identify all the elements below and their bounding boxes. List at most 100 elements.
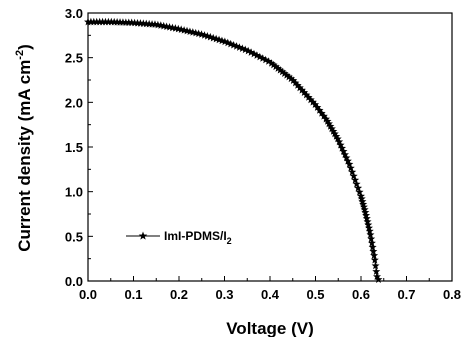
x-tick-label: 0.6 [352, 287, 370, 302]
x-tick-label: 0.2 [170, 287, 188, 302]
legend-series-subscript: 2 [227, 236, 232, 246]
data-point-star [95, 17, 104, 26]
data-point-star [300, 88, 309, 96]
data-point-star [324, 119, 333, 128]
y-tick-label: 0.5 [65, 229, 83, 244]
data-point-star [351, 175, 360, 184]
data-point-star [355, 187, 364, 196]
series-layer [84, 17, 383, 283]
data-point-star [333, 134, 342, 143]
legend-series-name: ImI-PDMS/I [164, 229, 227, 243]
data-point-star [304, 93, 313, 101]
data-point-star [357, 191, 365, 200]
data-point-star [359, 202, 368, 211]
data-point-star [267, 59, 276, 67]
data-point-star [338, 144, 347, 152]
data-point-star [86, 17, 95, 26]
data-point-star [364, 220, 373, 229]
x-tick-label: 0.8 [443, 287, 461, 302]
data-point-star [306, 95, 315, 104]
data-point-star [348, 167, 357, 176]
data-point-star [330, 129, 339, 138]
x-tick-label: 0.3 [215, 287, 233, 302]
x-tick-label: 0.0 [79, 287, 97, 302]
data-point-star [358, 197, 367, 205]
data-point-star [329, 127, 338, 135]
data-point-star [342, 153, 351, 162]
data-point-star [327, 124, 336, 133]
data-point-star [235, 43, 244, 51]
data-point-star [98, 17, 107, 26]
data-point-star [317, 109, 326, 117]
data-point-star [258, 54, 267, 62]
data-point-star [352, 179, 361, 188]
data-point-star [367, 238, 376, 247]
data-point-star [308, 98, 317, 106]
data-point-star [336, 140, 345, 149]
data-point-star [89, 17, 98, 26]
y-axis: 0.0 0.5 1.0 1.5 2.0 2.5 3.0 [65, 6, 93, 289]
data-point-star [313, 103, 322, 111]
y-axis-title: Current density (mA cm-2) [14, 44, 34, 252]
data-point-star [372, 267, 381, 275]
series-line [88, 21, 380, 282]
y-tick-label: 1.0 [65, 185, 83, 200]
data-point-star [340, 150, 349, 159]
data-point-star [359, 200, 368, 208]
data-point-star [362, 214, 371, 223]
data-point-star [276, 65, 285, 74]
data-point-star [274, 64, 282, 72]
plot-border [87, 12, 453, 282]
data-point-star [284, 72, 293, 81]
data-point-star [339, 147, 348, 155]
data-point-star [287, 74, 296, 83]
plot-area [87, 12, 453, 282]
data-point-star [345, 160, 354, 168]
y-tick-label: 1.5 [65, 140, 83, 155]
x-axis-title: Voltage (V) [226, 319, 314, 337]
y-tick-label: 0.0 [65, 274, 83, 289]
data-point-star [370, 251, 379, 259]
data-point-star [84, 17, 92, 26]
data-point-star [311, 100, 320, 109]
data-point-star [298, 86, 307, 94]
y-tick-label: 2.0 [65, 95, 83, 110]
data-point-star [249, 49, 258, 58]
data-point-star [360, 205, 369, 214]
data-point-star [247, 48, 256, 56]
data-point-star [220, 37, 229, 46]
data-point-star [373, 272, 382, 281]
x-axis: 0.0 0.1 0.2 0.3 0.4 0.5 0.6 0.7 0.8 [79, 276, 461, 302]
data-point-star [92, 17, 101, 26]
y-tick-label: 3.0 [65, 6, 83, 21]
data-point-star [293, 81, 302, 89]
data-point-star [101, 17, 110, 26]
data-point-star [326, 122, 335, 130]
y-axis-title-close: ) [15, 44, 34, 50]
data-point-star [354, 183, 363, 192]
data-point-star [229, 40, 238, 49]
data-point-star [295, 83, 304, 92]
data-point-star [343, 156, 352, 165]
x-tick-label: 0.5 [306, 287, 324, 302]
data-point-star [361, 208, 370, 216]
y-axis-title-main: Current density (mA cm [15, 60, 34, 252]
data-point-star [357, 194, 366, 203]
data-point-star [282, 71, 291, 79]
data-point-star [264, 57, 273, 65]
data-point-star [335, 137, 344, 146]
data-point-star [261, 55, 270, 64]
data-point-star [252, 51, 261, 59]
data-point-star [280, 69, 289, 77]
y-tick-label: 2.5 [65, 51, 83, 66]
data-point-star [278, 67, 287, 76]
x-tick-label: 0.7 [397, 287, 415, 302]
data-point-star [362, 211, 371, 219]
data-point-star [346, 163, 355, 172]
data-point-star [323, 117, 332, 125]
data-point-star [365, 226, 374, 235]
data-point-star [349, 171, 358, 180]
data-point-star [332, 132, 341, 140]
data-point-star [369, 247, 378, 255]
